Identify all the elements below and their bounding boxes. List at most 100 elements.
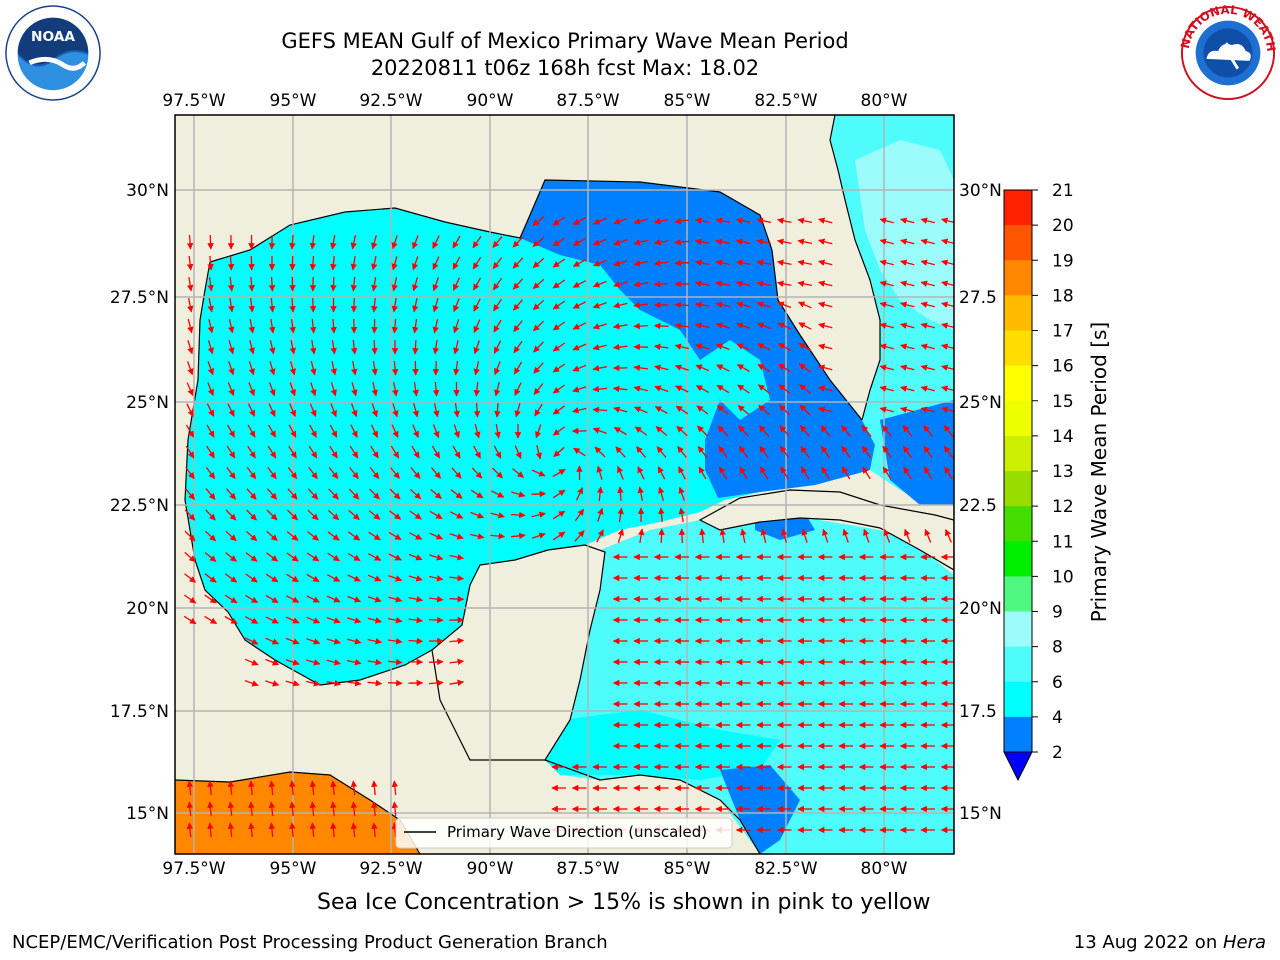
wave-arrow [204, 615, 218, 625]
wave-arrow [572, 386, 587, 393]
wave-arrow [453, 298, 460, 313]
wave-arrow [391, 801, 399, 817]
wave-arrow [597, 507, 604, 522]
wave-arrow [327, 552, 340, 562]
wave-arrow [350, 276, 358, 292]
colorbar-tick-label: 18 [1052, 286, 1074, 306]
wave-arrow [449, 533, 464, 540]
wave-arrow [428, 616, 444, 624]
wave-arrow [225, 509, 237, 521]
wave-arrow [431, 445, 441, 459]
wave-arrow [736, 343, 751, 351]
wave-arrow [553, 446, 565, 458]
wave-arrow [759, 445, 769, 458]
wave-arrow [186, 801, 194, 817]
colorbar-segment [1004, 646, 1032, 683]
wave-arrow [512, 278, 524, 290]
colorbar-tick-label: 17 [1052, 322, 1074, 342]
wave-arrow [552, 426, 565, 436]
wave-arrow [493, 319, 502, 333]
wave-arrow [227, 822, 235, 838]
wave-arrow [841, 466, 851, 480]
wave-arrow [533, 383, 544, 396]
wave-arrow [818, 406, 833, 413]
wave-arrow [532, 278, 545, 290]
wave-arrow [678, 486, 685, 501]
wave-arrow [715, 259, 731, 266]
wave-arrow [902, 445, 913, 459]
wave-arrow [491, 490, 505, 498]
wave-arrow [801, 528, 808, 543]
wave-arrow [633, 239, 648, 246]
wave-arrow [306, 552, 320, 562]
wave-arrow [900, 301, 915, 308]
wave-arrow [429, 554, 444, 561]
wave-arrow [309, 780, 317, 796]
lat-label-left: 30°N [126, 181, 169, 201]
wave-arrow [224, 594, 238, 604]
wave-arrow [494, 361, 501, 376]
wave-arrow [818, 385, 833, 392]
wave-arrow [286, 552, 299, 562]
wave-arrow [306, 573, 320, 583]
wave-arrow [510, 532, 526, 540]
colorbar-tick-label: 13 [1052, 462, 1074, 482]
wave-arrow [390, 445, 400, 459]
wave-arrow [326, 595, 341, 603]
wave-arrow [531, 490, 547, 498]
wave-arrow [572, 259, 586, 267]
wave-direction-arrows [183, 216, 954, 838]
wave-arrow [718, 445, 728, 458]
wave-arrow [900, 322, 915, 329]
wave-arrow [777, 322, 792, 330]
wave-arrow [330, 361, 337, 376]
wave-arrow [207, 340, 214, 355]
wave-arrow [450, 511, 464, 519]
wave-arrow [613, 406, 628, 413]
wave-arrow [473, 381, 481, 397]
wave-arrow [615, 446, 626, 458]
wave-arrow [532, 216, 545, 226]
wave-arrow [309, 801, 317, 817]
wave-arrow [736, 322, 751, 329]
wave-arrow [920, 343, 935, 350]
wave-arrow [411, 445, 420, 459]
colorbar-tick-label: 14 [1052, 427, 1074, 447]
wave-arrow [268, 318, 276, 334]
wave-arrow [350, 403, 358, 418]
wave-arrow [186, 382, 194, 396]
lat-label-right: 25°N [959, 393, 1002, 413]
wave-arrow [246, 488, 257, 500]
wave-arrow [306, 680, 321, 687]
wave-arrow [289, 403, 296, 417]
wave-arrow [183, 615, 197, 625]
wave-arrow [449, 554, 464, 561]
wave-arrow [225, 552, 237, 562]
wave-arrow [797, 259, 813, 266]
wave-arrow [532, 320, 545, 332]
wave-arrow [776, 280, 792, 287]
lat-label-left: 22.5°N [110, 496, 169, 516]
wave-arrow [432, 235, 440, 249]
colorbar-segment [1004, 330, 1032, 367]
wave-arrow [532, 237, 545, 247]
wave-arrow [207, 822, 214, 838]
wave-arrow [923, 445, 933, 459]
wave-arrow [920, 385, 935, 392]
wave-arrow [514, 382, 522, 396]
wave-arrow [736, 301, 751, 308]
wave-arrow [633, 218, 648, 225]
wave-arrow [289, 801, 296, 817]
wave-arrow [473, 340, 480, 355]
wave-arrow [289, 319, 296, 334]
wave-arrow [326, 574, 341, 582]
wave-arrow [268, 297, 276, 313]
wave-arrow [428, 658, 444, 666]
wave-arrow [266, 509, 278, 521]
wave-arrow [694, 238, 710, 245]
wave-arrow [633, 322, 649, 330]
wave-arrow [552, 237, 566, 247]
wave-arrow [248, 276, 255, 292]
wave-arrow [674, 343, 689, 350]
wave-arrow [653, 218, 669, 225]
